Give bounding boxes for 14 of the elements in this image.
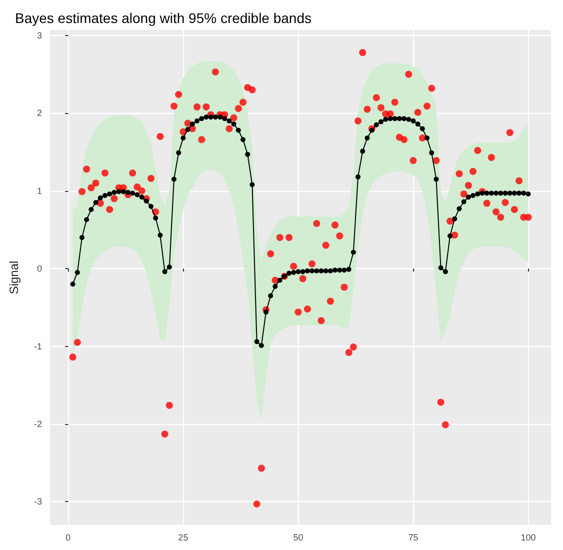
y-tick-label: 0 [36, 264, 42, 274]
x-tick-label: 50 [293, 532, 304, 542]
x-tick-label: 0 [66, 532, 71, 542]
chart-title: Bayes estimates along with 95% credible bands [15, 10, 312, 26]
y-tick-label: -1 [34, 341, 42, 352]
x-tick-label: 100 [520, 532, 536, 542]
y-tick-label: 2 [36, 108, 42, 118]
x-tick-label: 75 [408, 532, 418, 542]
y-tick-label: -2 [34, 418, 42, 429]
y-tick-label: 1 [36, 186, 42, 196]
y-axis-title: Signal [7, 260, 21, 294]
y-tick-label: -3 [34, 496, 42, 507]
x-tick-label: 25 [178, 532, 188, 542]
y-tick-label: 3 [36, 30, 42, 40]
